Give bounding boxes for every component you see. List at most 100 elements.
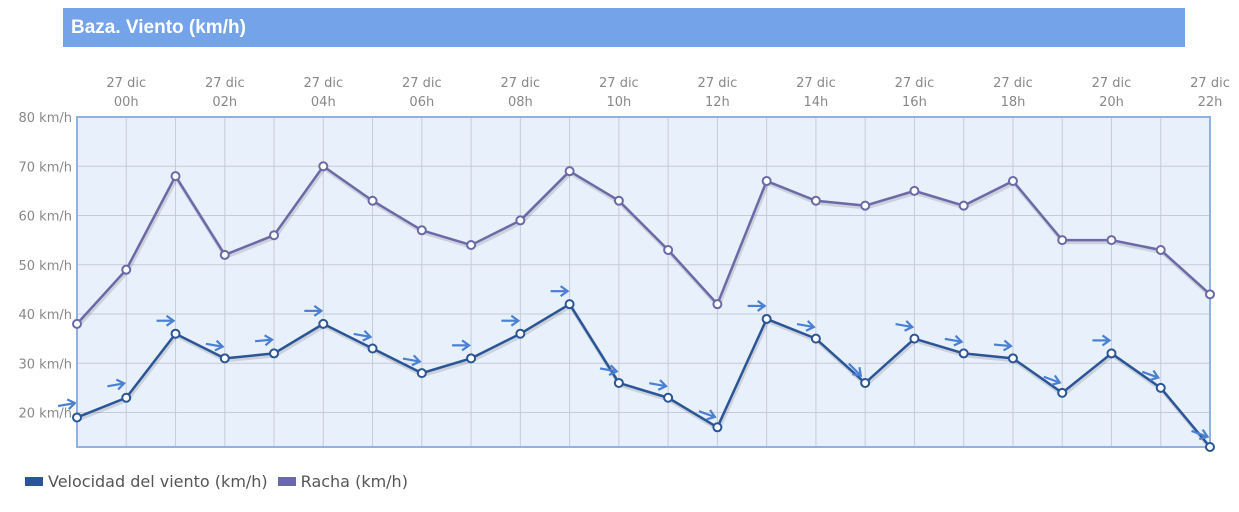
arrow-head [1198,429,1210,441]
data-point-velocidad [1057,387,1068,398]
y-tick-label: 20 km/h [19,407,73,422]
arrow-head [461,339,471,352]
data-point-velocidad [1106,348,1117,359]
x-tick-date: 27 dic [599,76,639,91]
x-tick-hour: 16h [902,95,927,110]
arrow-head [1051,374,1062,386]
data-point-racha [613,195,624,206]
y-tick-label: 30 km/h [19,357,73,372]
arrow-shaft [698,410,714,418]
x-tick-hour: 14h [804,95,829,110]
arrow-head [1101,334,1112,347]
y-tick-label: 60 km/h [19,210,73,225]
data-point-velocidad [416,368,427,379]
data-point-racha [810,195,821,206]
x-tick-hour: 06h [409,95,434,110]
wind-arrow-icon [599,364,619,377]
arrow-shaft [1141,370,1157,378]
arrow-head [559,285,570,298]
arrow-head [362,329,373,342]
data-point-racha [1155,244,1166,255]
legend-swatch-racha [277,477,296,486]
wind-arrow-icon [107,378,127,391]
wind-arrow-icon [1043,374,1062,386]
data-point-velocidad [613,377,624,388]
x-tick-date: 27 dic [698,76,738,91]
arrow-head [510,314,521,327]
x-tick-date: 27 dic [501,76,541,91]
x-tick-hour: 18h [1001,95,1026,110]
wind-arrow-icon [254,334,274,347]
legend-item-racha[interactable]: Racha (km/h) [277,472,408,491]
data-point-racha [958,200,969,211]
data-point-velocidad [72,412,82,423]
wind-arrow-icon [205,339,225,352]
arrow-head [657,379,668,391]
arrow-shaft [1191,429,1207,438]
data-point-racha [761,176,772,187]
data-point-velocidad [761,313,772,324]
data-point-racha [515,215,526,226]
data-point-racha [219,249,230,260]
series-line-velocidad [76,302,1211,448]
arrow-shaft [944,337,960,343]
data-point-racha [72,318,82,329]
data-point-velocidad [170,328,181,339]
wind-arrow-icon [796,320,816,332]
x-tick-hour: 02h [212,95,237,110]
data-point-velocidad [860,377,871,388]
data-point-velocidad [318,318,329,329]
data-point-velocidad [958,348,969,359]
x-tick-hour: 12h [705,95,730,110]
data-point-velocidad [909,333,920,344]
arrow-shaft [1043,375,1059,383]
arrow-shaft [599,367,615,373]
data-point-velocidad [466,353,477,364]
wind-arrow-icon [501,314,521,327]
wind-arrow-icon [944,334,964,347]
data-point-velocidad [269,348,280,359]
plot-area [77,117,1210,447]
wind-arrow-icon [1191,429,1210,441]
data-point-racha [663,244,674,255]
arrow-head [165,314,176,327]
x-tick-hour: 08h [508,95,533,110]
data-point-racha [416,225,427,236]
arrow-shaft [895,322,911,328]
data-point-racha [1106,235,1117,246]
data-point-racha [318,161,329,172]
x-tick-date: 27 dic [205,76,245,91]
data-point-racha [367,195,378,206]
data-point-velocidad [219,353,230,364]
data-point-velocidad [663,392,674,403]
plot-border [76,116,1211,448]
data-point-velocidad [1205,442,1215,452]
arrow-head [706,409,717,421]
arrow-shaft [254,338,271,343]
arrow-head [115,378,127,391]
legend-item-velocidad[interactable]: Velocidad del viento (km/h) [25,472,268,491]
arrow-head [411,354,422,367]
x-tick-hour: 10h [606,95,631,110]
y-tick-label: 50 km/h [19,259,73,274]
arrow-head [1149,369,1161,381]
arrow-head [953,334,964,347]
data-point-velocidad [1007,353,1018,364]
data-point-velocidad [810,333,821,344]
arrow-shaft [649,382,665,387]
data-point-velocidad [1155,382,1166,393]
legend-label-racha: Racha (km/h) [300,472,408,491]
legend: Velocidad del viento (km/h) Racha (km/h) [25,472,408,491]
data-point-velocidad [121,392,132,403]
arrow-shaft [796,322,813,328]
data-point-racha [909,185,920,196]
series-line-racha [76,165,1211,325]
wind-arrow-icon [550,285,570,298]
data-point-racha [466,240,477,251]
x-tick-date: 27 dic [895,76,935,91]
wind-arrow-icon [993,339,1013,352]
wind-arrow-icon [57,398,77,410]
data-point-racha [712,299,723,310]
y-tick-label: 80 km/h [19,111,73,126]
data-point-velocidad [712,422,723,433]
